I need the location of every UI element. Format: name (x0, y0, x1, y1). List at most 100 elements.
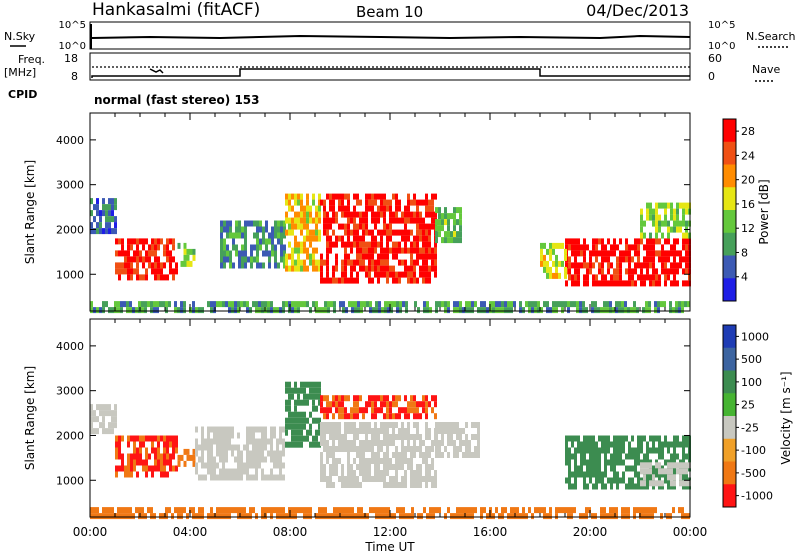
range-gate-cell (640, 435, 643, 442)
range-gate-cell (335, 395, 338, 402)
range-gate-cell (682, 435, 685, 442)
range-gate-cell (335, 217, 338, 224)
range-gate-cell (652, 238, 655, 245)
range-gate-cell (279, 432, 282, 439)
range-gate-cell (320, 464, 323, 470)
range-gate-cell (546, 248, 549, 255)
range-gate-cell (347, 205, 350, 212)
range-gate-cell (543, 301, 546, 308)
nsearch-tick-high: 10^5 (708, 20, 735, 31)
range-gate-cell (332, 211, 335, 218)
range-gate-cell (261, 468, 264, 475)
range-gate-cell (678, 307, 681, 314)
range-gate-cell (685, 238, 688, 245)
nsky-tick-high: 10^5 (59, 20, 86, 31)
range-gate-cell (471, 452, 474, 458)
x-tick-label: 16:00 (473, 525, 508, 539)
range-gate-cell (657, 307, 660, 314)
range-gate-cell (398, 464, 401, 470)
range-gate-cell (658, 220, 661, 227)
range-gate-cell (628, 465, 631, 472)
date-title: 04/Dec/2013 (586, 1, 689, 20)
range-gate-cell (363, 301, 366, 308)
range-gate-cell (326, 428, 329, 434)
range-gate-cell (169, 453, 172, 460)
range-gate-cell (332, 277, 335, 284)
range-gate-cell (243, 468, 246, 475)
range-gate-cell (407, 217, 410, 224)
range-gate-cell (204, 438, 207, 445)
range-gate-cell (111, 210, 114, 217)
range-gate-cell (398, 241, 401, 248)
range-gate-cell (425, 482, 428, 488)
range-gate-cell (323, 470, 326, 476)
range-gate-cell (431, 446, 434, 452)
range-gate-cell (291, 507, 294, 514)
range-gate-cell (537, 301, 540, 308)
range-gate-cell (589, 435, 592, 442)
range-gate-cell (162, 513, 165, 520)
range-gate-cell (362, 464, 365, 470)
range-gate-cell (285, 381, 288, 388)
range-gate-cell (681, 513, 684, 520)
range-gate-cell (377, 211, 380, 218)
range-gate-cell (324, 513, 327, 520)
range-gate-cell (288, 253, 291, 260)
range-gate-cell (198, 513, 201, 520)
range-gate-cell (658, 250, 661, 257)
range-gate-cell (186, 448, 190, 455)
range-gate-cell (381, 507, 384, 514)
range-gate-cell (586, 435, 589, 442)
range-gate-cell (510, 301, 513, 308)
range-gate-cell (383, 199, 386, 206)
range-gate-cell (127, 465, 130, 472)
range-gate-cell (312, 393, 315, 400)
range-gate-cell (383, 422, 386, 428)
range-gate-cell (118, 453, 121, 460)
range-gate-cell (389, 223, 392, 230)
range-gate-cell (462, 440, 465, 446)
range-gate-cell (652, 435, 655, 442)
range-gate-cell (216, 507, 219, 514)
range-gate-cell (207, 513, 210, 520)
range-gate-cell (201, 426, 204, 433)
range-gate-cell (604, 447, 607, 454)
range-gate-cell (231, 426, 234, 433)
range-gate-cell (130, 244, 133, 251)
range-gate-cell (682, 471, 685, 478)
range-gate-cell (395, 205, 398, 212)
range-gate-cell (504, 301, 507, 308)
range-gate-cell (601, 268, 604, 275)
range-gate-cell (380, 395, 383, 402)
range-gate-cell (350, 277, 353, 284)
range-gate-cell (246, 468, 249, 475)
range-gate-cell (145, 465, 148, 472)
range-gate-cell (267, 474, 270, 481)
range-gate-cell (561, 260, 564, 267)
range-gate-cell (329, 193, 332, 200)
range-gate-cell (583, 459, 586, 466)
range-gate-cell (595, 238, 598, 245)
range-gate-cell (255, 426, 258, 433)
range-gate-cell (96, 222, 99, 229)
range-gate-cell (332, 395, 335, 402)
colorbar-segment (723, 164, 736, 188)
range-gate-cell (390, 301, 393, 308)
range-gate-cell (166, 238, 169, 245)
range-gate-cell (567, 307, 570, 314)
range-gate-cell (425, 205, 428, 212)
range-gate-cell (669, 301, 672, 308)
range-gate-cell (300, 435, 303, 442)
range-gate-cell (270, 426, 273, 433)
range-gate-cell (398, 458, 401, 464)
range-gate-cell (136, 244, 139, 251)
range-gate-cell (486, 307, 489, 314)
range-gate-cell (320, 395, 323, 402)
range-gate-cell (258, 426, 261, 433)
range-gate-cell (435, 301, 438, 308)
range-gate-cell (268, 256, 271, 263)
range-gate-cell (253, 220, 256, 227)
range-gate-cell (198, 456, 201, 463)
range-gate-cell (392, 452, 395, 458)
range-gate-cell (270, 432, 273, 439)
